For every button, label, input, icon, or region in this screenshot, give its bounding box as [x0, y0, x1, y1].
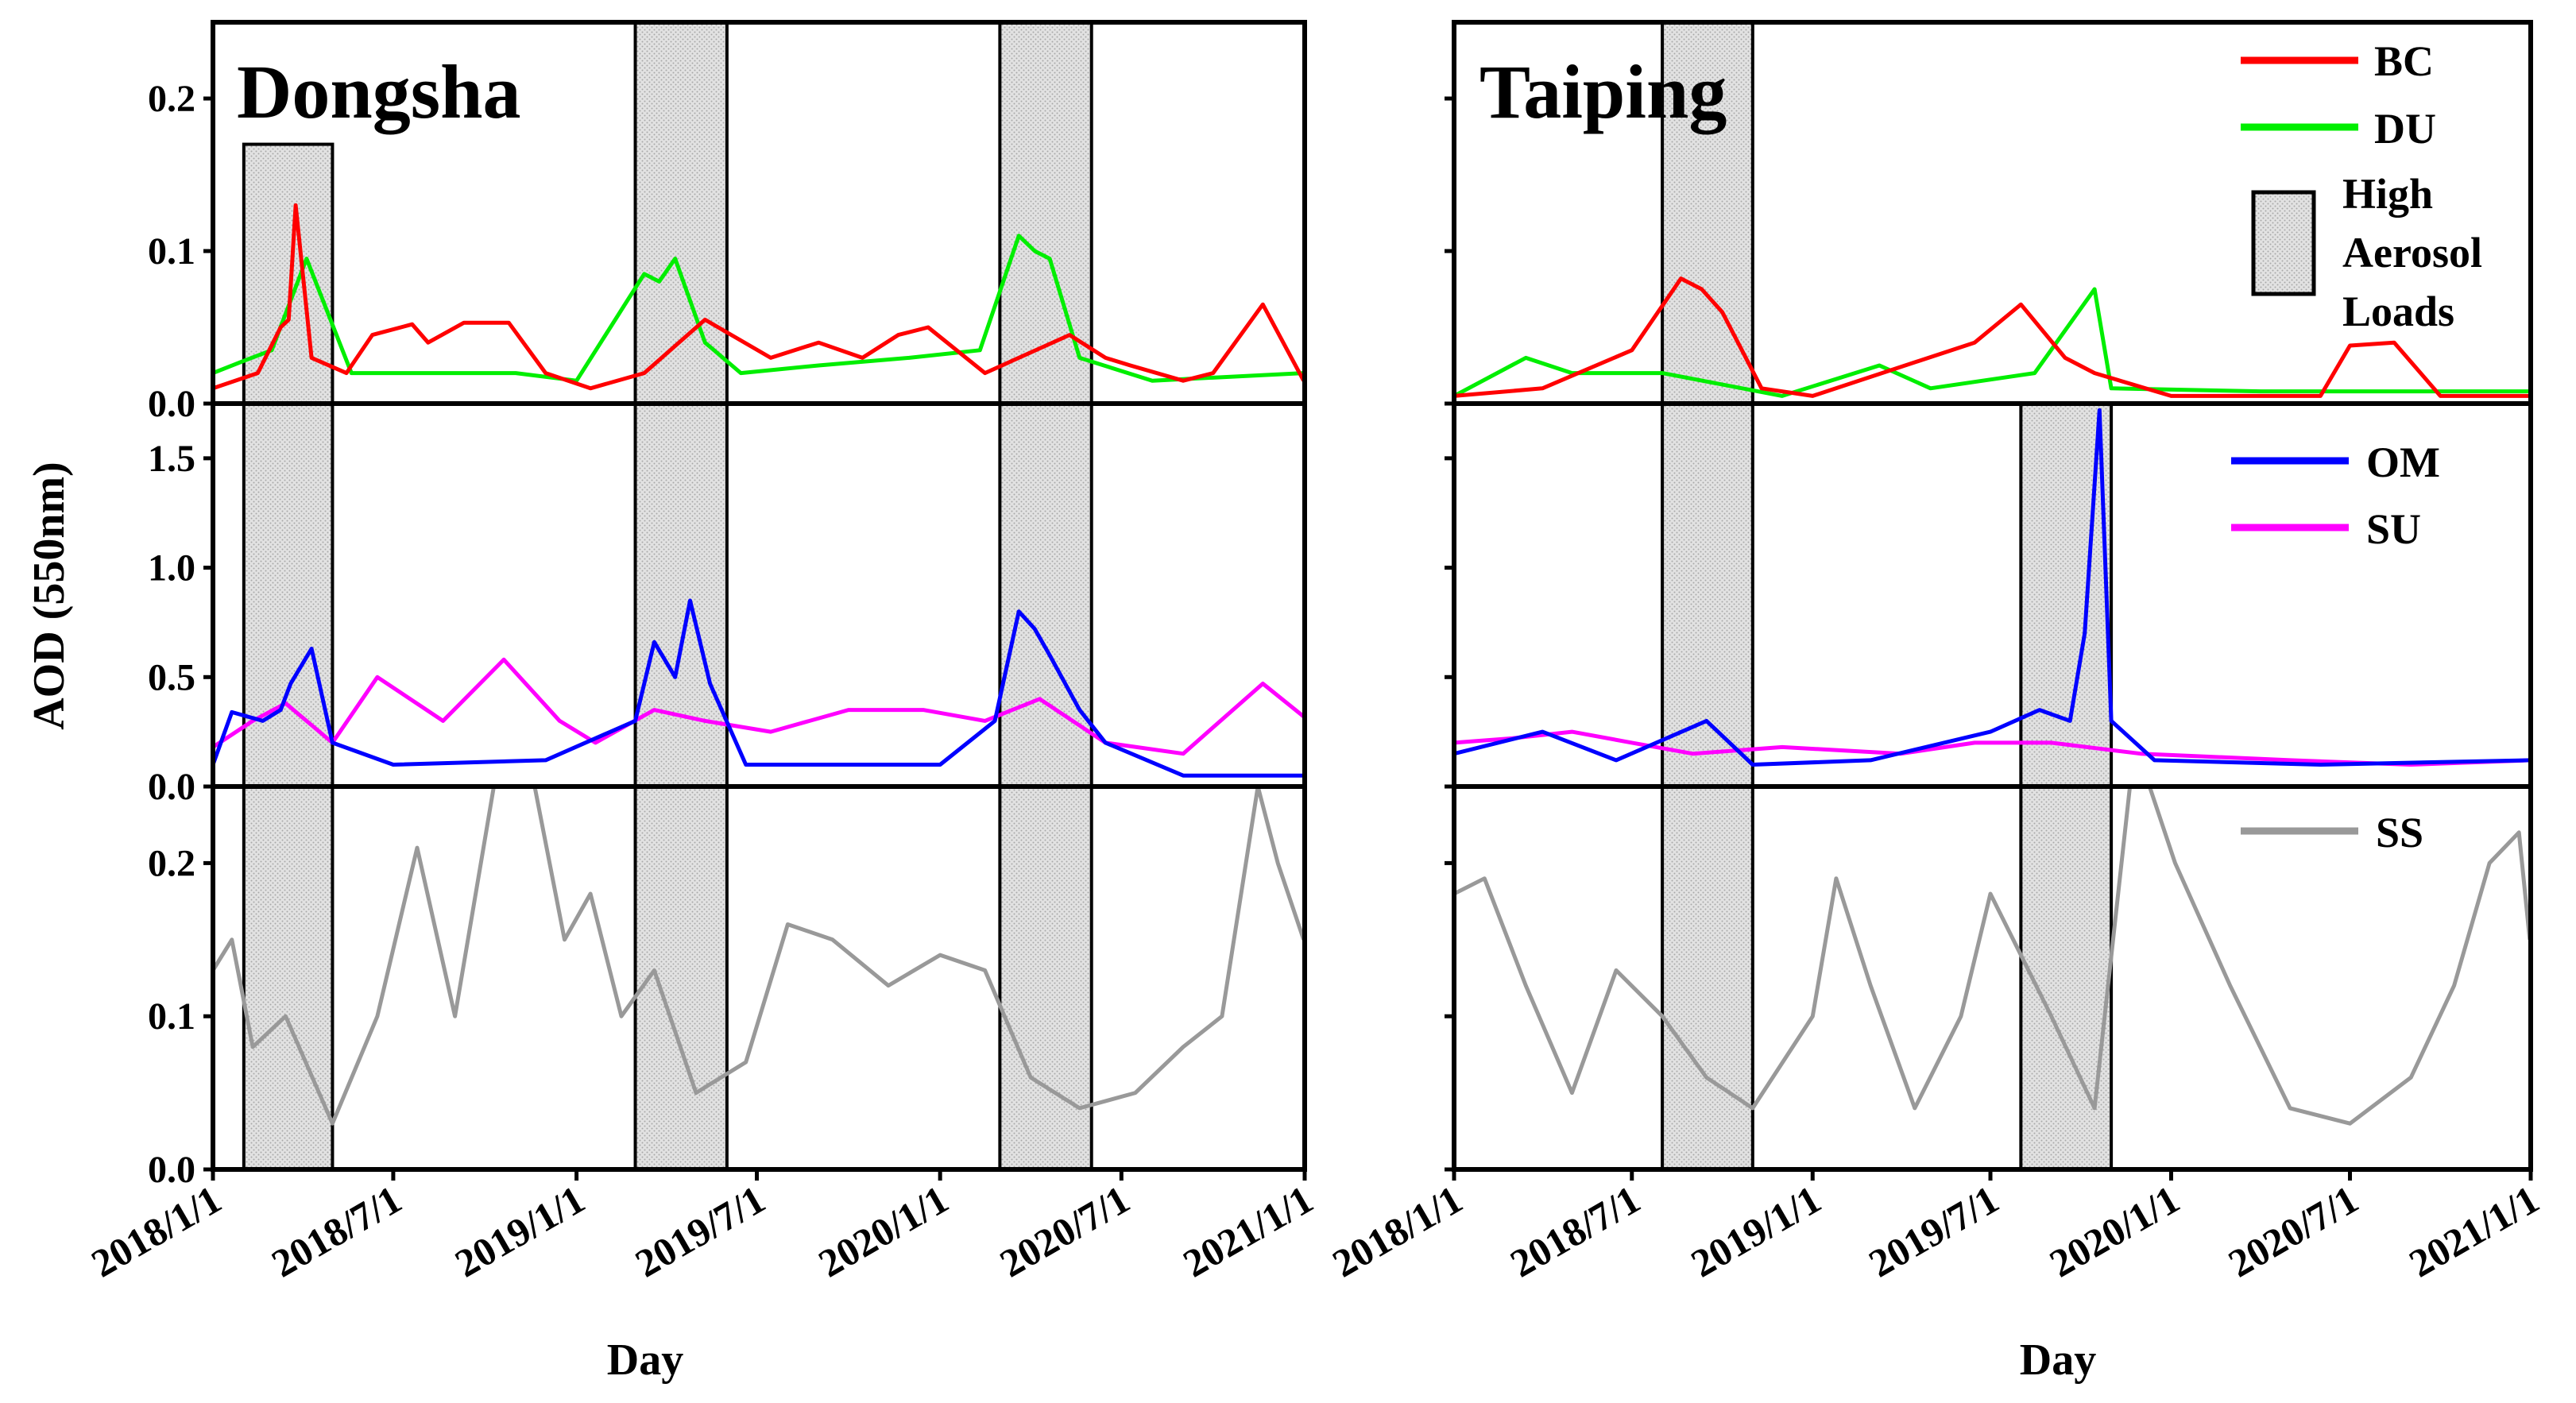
- high-aerosol-band-dongsha-1-bcdu: [242, 142, 335, 405]
- series-su-dongsha: [213, 657, 1305, 756]
- x-tick-label-taiping: 2018/7/1: [1503, 1177, 1647, 1285]
- y-tick-label: 1.0: [148, 547, 195, 589]
- high-aerosol-band-taiping-1-omsu: [1661, 402, 1754, 788]
- high-aerosol-band-dongsha-2-bcdu: [633, 21, 729, 405]
- y-tick-label: 0.2: [148, 78, 195, 120]
- legend-high-label-line2: Aerosol: [2342, 229, 2482, 276]
- x-tick-label-taiping: 2020/1/1: [2042, 1177, 2187, 1285]
- panel-frame-taiping-ss: [1452, 784, 2533, 1172]
- x-tick-label-taiping: 2021/1/1: [2402, 1177, 2547, 1285]
- panel-frame-dongsha-ss: [211, 784, 1307, 1172]
- high-aerosol-band-dongsha-1-omsu: [242, 402, 335, 788]
- y-tick-label: 0.0: [148, 1149, 195, 1191]
- legend-du-label: DU: [2374, 105, 2436, 153]
- legend-high-aerosol-swatch: [2251, 190, 2316, 296]
- y-tick-label: 0.0: [148, 766, 195, 808]
- x-tick-label-dongsha: 2018/1/1: [84, 1177, 229, 1285]
- series-bc-dongsha: [213, 203, 1305, 391]
- legend-ss: SS: [2241, 809, 2423, 856]
- high-aerosol-shading-layer: [242, 21, 2114, 1171]
- y-tick-label: 0.0: [148, 383, 195, 425]
- x-axis-title-dongsha: Day: [607, 1335, 683, 1385]
- x-tick-label-dongsha: 2020/7/1: [992, 1177, 1137, 1285]
- series-om-taiping: [1454, 408, 2530, 767]
- x-tick-label-taiping: 2020/7/1: [2221, 1177, 2365, 1285]
- high-aerosol-band-taiping-1-ss: [1661, 785, 1754, 1171]
- legend-high-label-line3: Loads: [2342, 288, 2454, 335]
- x-axis-title-taiping: Day: [2020, 1335, 2096, 1385]
- station-label-dongsha: Dongsha: [237, 49, 520, 134]
- x-tick-label-dongsha: 2019/7/1: [628, 1177, 772, 1285]
- high-aerosol-band-dongsha-1-ss: [242, 785, 335, 1171]
- series-layer: [213, 203, 2531, 1126]
- series-ss-taiping: [1454, 787, 2531, 1126]
- high-aerosol-band-dongsha-3-ss: [998, 785, 1093, 1171]
- x-tick-label-dongsha: 2019/1/1: [447, 1177, 592, 1285]
- legend-om-su: OM SU: [2231, 439, 2440, 553]
- station-label-taiping: Taiping: [1479, 49, 1727, 134]
- series-om-dongsha: [213, 598, 1304, 778]
- legend-ss-label: SS: [2376, 809, 2423, 856]
- legend-bc-label: BC: [2374, 37, 2434, 85]
- legend-bc-du: BC DU High Aerosol Loads: [2241, 37, 2482, 335]
- y-tick-label: 0.2: [148, 842, 195, 884]
- x-tick-label-taiping: 2019/7/1: [1862, 1177, 2006, 1285]
- x-tick-label-dongsha: 2018/7/1: [264, 1177, 408, 1285]
- x-tick-label-dongsha: 2020/1/1: [811, 1177, 956, 1285]
- y-tick-label: 0.1: [148, 995, 195, 1038]
- y-axis-title: AOD (550nm): [25, 462, 74, 730]
- legend-om-label: OM: [2366, 439, 2440, 486]
- series-bc-taiping: [1454, 276, 2530, 398]
- series-ss-dongsha: [213, 787, 1305, 1126]
- x-tick-label-dongsha: 2021/1/1: [1176, 1177, 1321, 1285]
- y-tick-label: 0.5: [148, 656, 195, 698]
- legend-high-label-line1: High: [2342, 170, 2433, 218]
- legend-su-label: SU: [2366, 505, 2421, 553]
- panel-frames: [211, 20, 2533, 1172]
- series-du-taiping: [1454, 287, 2530, 398]
- series-du-dongsha: [213, 234, 1304, 383]
- high-aerosol-band-dongsha-2-omsu: [633, 402, 729, 788]
- high-aerosol-band-dongsha-3-omsu: [998, 402, 1093, 788]
- y-tick-label: 1.5: [148, 438, 195, 480]
- x-tick-label-taiping: 2018/1/1: [1325, 1177, 1470, 1285]
- x-tick-label-taiping: 2019/1/1: [1684, 1177, 1828, 1285]
- y-tick-label: 0.1: [148, 230, 195, 272]
